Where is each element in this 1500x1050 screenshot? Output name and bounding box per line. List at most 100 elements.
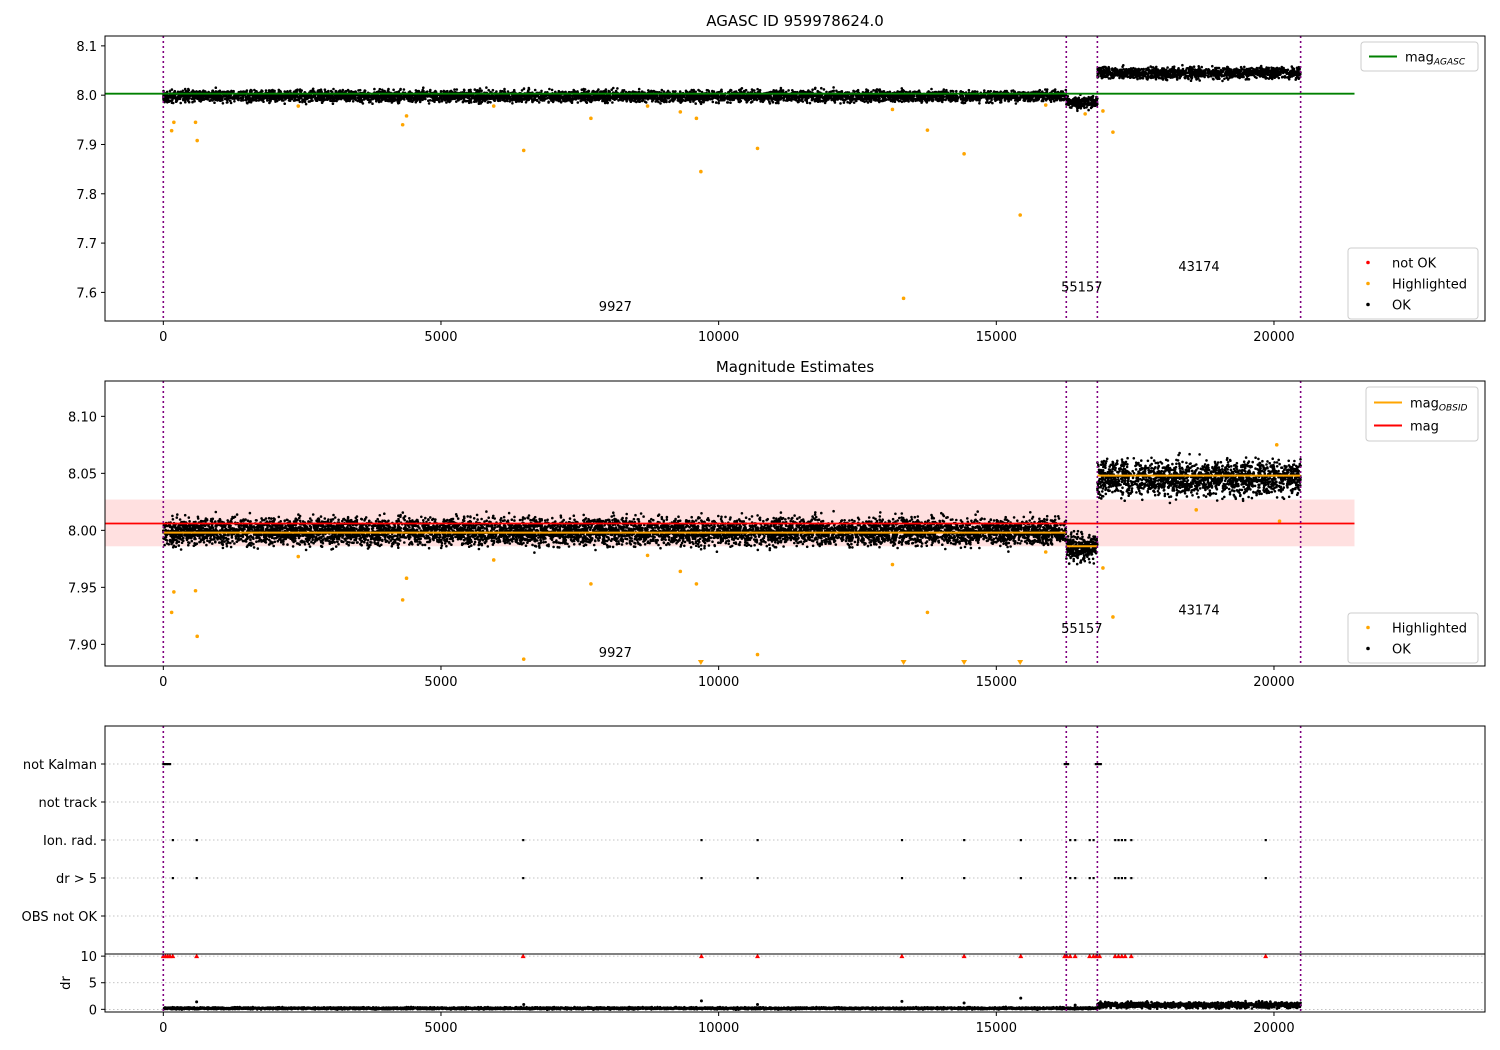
y-tick-label: 5 bbox=[89, 977, 97, 992]
flag-marker bbox=[1130, 839, 1133, 842]
obsid-label: 55157 bbox=[1061, 622, 1102, 637]
dr-outlier bbox=[756, 1003, 760, 1007]
highlighted-point bbox=[172, 590, 176, 594]
highlighted-point bbox=[678, 110, 683, 114]
highlighted-point bbox=[169, 610, 174, 615]
dr-capped-marker bbox=[1128, 953, 1134, 959]
highlighted-point bbox=[694, 116, 699, 121]
dr-capped-marker bbox=[1112, 953, 1118, 959]
highlighted-point bbox=[491, 558, 496, 562]
x-tick-label: 15000 bbox=[976, 675, 1017, 690]
y-tick-label: 10 bbox=[80, 950, 97, 965]
dr-axis-label: dr bbox=[59, 976, 74, 990]
legend-marker-not OK bbox=[1366, 260, 1370, 265]
x-tick-label: 5000 bbox=[424, 330, 457, 345]
obsid-label: 43174 bbox=[1178, 604, 1219, 619]
highlighted-point bbox=[521, 657, 526, 661]
x-tick-label: 5000 bbox=[424, 675, 457, 690]
flag-row-label: Ion. rad. bbox=[43, 834, 97, 849]
flag-marker bbox=[171, 877, 174, 880]
dr-capped-marker bbox=[755, 953, 761, 959]
flag-marker bbox=[1094, 763, 1097, 766]
flag-marker bbox=[1074, 839, 1077, 842]
dr-capped-marker bbox=[520, 953, 526, 959]
dr-capped-marker bbox=[1018, 953, 1024, 959]
flag-row-label: OBS not OK bbox=[22, 910, 98, 925]
flag-marker bbox=[1063, 763, 1066, 766]
flag-marker bbox=[1114, 877, 1117, 880]
flag-marker bbox=[700, 839, 703, 842]
dr-capped-marker bbox=[698, 953, 704, 959]
flag-marker bbox=[900, 877, 904, 880]
highlighted-point bbox=[1043, 550, 1048, 554]
legend-label: mag bbox=[1410, 420, 1439, 435]
dr-capped-marker bbox=[1115, 953, 1121, 959]
dr-capped-marker bbox=[170, 953, 176, 959]
flag-marker bbox=[1088, 877, 1091, 880]
offscale-marker bbox=[1017, 660, 1024, 665]
flag-marker bbox=[700, 877, 703, 880]
highlighted-point bbox=[404, 114, 409, 118]
flag-marker bbox=[1065, 763, 1068, 766]
flag-marker bbox=[1069, 877, 1072, 880]
dr-capped-marker bbox=[961, 953, 967, 959]
highlighted-point bbox=[589, 582, 593, 586]
flag-marker bbox=[1264, 877, 1267, 880]
highlighted-point bbox=[925, 610, 930, 615]
flag-marker bbox=[1124, 877, 1127, 880]
highlighted-point bbox=[645, 553, 650, 558]
y-tick-label: 0 bbox=[89, 1003, 97, 1018]
highlighted-point bbox=[195, 634, 199, 639]
flag-row-label: not Kalman bbox=[23, 758, 97, 773]
dr-capped-marker bbox=[1122, 953, 1128, 959]
obsid-label: 9927 bbox=[599, 646, 632, 661]
highlighted-point bbox=[694, 582, 699, 586]
y-tick-label: 8.0 bbox=[76, 89, 97, 104]
x-tick-label: 10000 bbox=[698, 675, 739, 690]
legend-box bbox=[1365, 386, 1479, 442]
flag-marker bbox=[963, 877, 966, 880]
obsid-label: 9927 bbox=[599, 300, 632, 315]
dr-outlier bbox=[900, 999, 904, 1003]
y-tick-label: 7.8 bbox=[76, 188, 97, 203]
x-tick-label: 20000 bbox=[1253, 330, 1294, 345]
flag-marker bbox=[756, 877, 759, 880]
dr-capped-marker bbox=[1097, 953, 1103, 959]
highlighted-point bbox=[296, 554, 301, 559]
flag-marker bbox=[1069, 839, 1072, 842]
y-tick-label: 8.1 bbox=[76, 40, 97, 55]
x-tick-label: 20000 bbox=[1253, 675, 1294, 690]
flag-marker bbox=[1120, 839, 1124, 842]
mag-estimates-panel: Magnitude Estimates 9927 55157 43174 0 5000 10… bbox=[68, 358, 1486, 690]
flag-marker bbox=[1019, 839, 1022, 842]
flag-row-label: dr > 5 bbox=[56, 872, 97, 887]
flag-marker bbox=[162, 763, 165, 766]
flag-marker bbox=[756, 839, 759, 842]
highlighted-point bbox=[195, 138, 199, 143]
x-tick-label: 10000 bbox=[698, 330, 739, 345]
dr-outlier bbox=[699, 999, 703, 1003]
highlighted-point bbox=[699, 169, 703, 174]
flag-marker bbox=[1114, 839, 1117, 842]
highlighted-point bbox=[1277, 519, 1282, 524]
highlighted-point bbox=[678, 569, 683, 574]
highlighted-point bbox=[901, 296, 906, 301]
dr-capped-marker bbox=[899, 953, 905, 959]
highlighted-point bbox=[1111, 615, 1115, 619]
dr-panel: 0 5000 10000 15000 20000 0 5 10 dr bbox=[59, 950, 1486, 1036]
highlighted-point bbox=[755, 652, 760, 657]
flag-marker bbox=[1117, 839, 1120, 842]
panel-title: Magnitude Estimates bbox=[716, 358, 874, 376]
x-tick-label: 20000 bbox=[1253, 1021, 1294, 1036]
flag-marker bbox=[1019, 877, 1022, 880]
highlighted-point bbox=[400, 122, 405, 127]
dr-outlier bbox=[195, 1000, 199, 1004]
offscale-marker bbox=[900, 660, 907, 665]
flag-marker bbox=[195, 839, 198, 842]
x-tick-label: 5000 bbox=[424, 1021, 457, 1036]
highlighted-point bbox=[400, 598, 405, 602]
flag-marker bbox=[1092, 839, 1095, 842]
legend-label: Highlighted bbox=[1392, 622, 1467, 637]
flag-marker bbox=[1074, 877, 1077, 880]
highlighted-point bbox=[296, 104, 301, 108]
